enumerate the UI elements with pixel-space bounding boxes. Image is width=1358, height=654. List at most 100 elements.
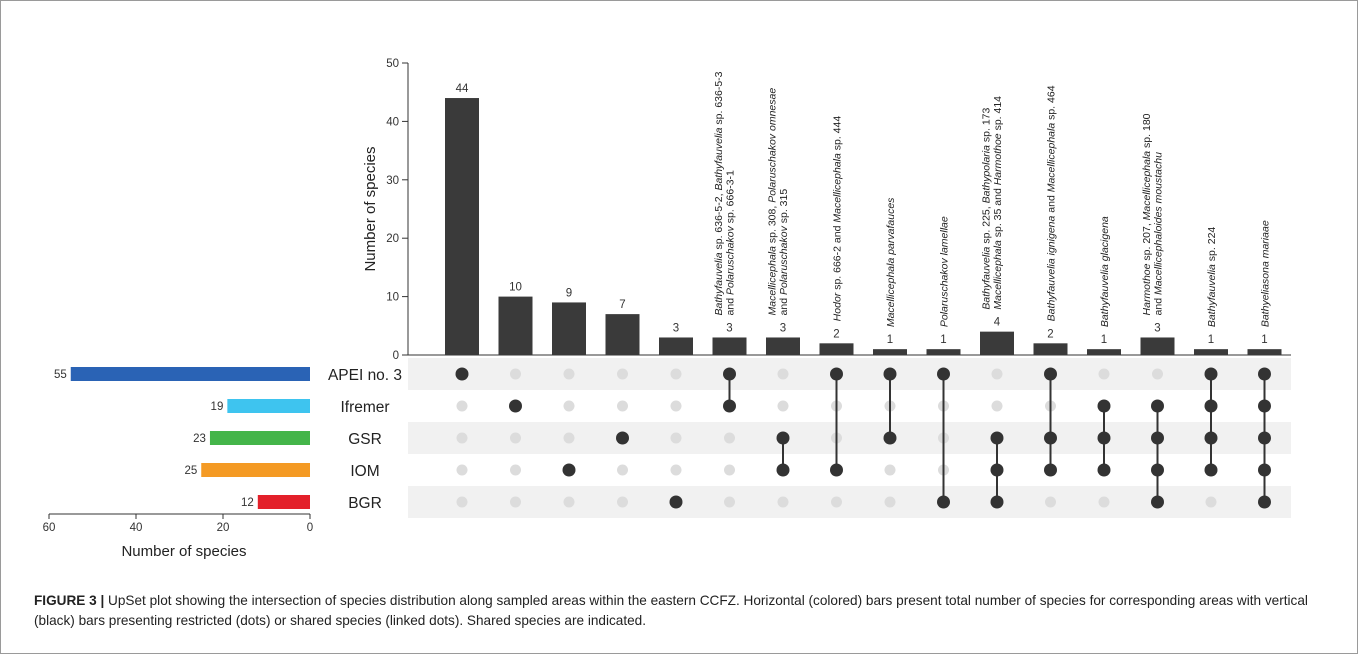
annotation-segment: Bathypolaria: [981, 145, 993, 204]
matrix-dot-filled: [883, 431, 897, 445]
matrix-dot-empty: [777, 400, 789, 412]
matrix-dot-empty: [1045, 496, 1056, 508]
set-size-bar: [257, 495, 310, 509]
matrix-dot-empty: [1098, 368, 1110, 380]
matrix-dot-empty: [563, 496, 575, 508]
intersection-annotation-text: Bathyeliasona mariaae: [1260, 220, 1272, 327]
annotation-segment: Bathyfauvelia: [981, 246, 993, 309]
intersection-bar: [1033, 343, 1068, 355]
intersection-bar: [1247, 349, 1282, 355]
matrix-dot-empty: [617, 400, 628, 412]
annotation-segment: Bathyfauvelia: [713, 252, 725, 315]
intersection-bar-value-label: 4: [994, 317, 1001, 329]
matrix-dot-empty: [1152, 368, 1163, 380]
matrix-dot-empty: [617, 368, 628, 380]
annotation-segment: sp. 444: [832, 116, 844, 154]
matrix-dot-empty: [456, 496, 468, 508]
matrix-dot-filled: [1151, 463, 1164, 477]
matrix-dot-empty: [510, 464, 521, 476]
matrix-dot-filled: [1204, 463, 1218, 477]
set-label: BGR: [348, 495, 382, 512]
annotation-segment: Polaruschakov omnesae: [767, 88, 779, 203]
annotation-segment: sp. 180: [1141, 113, 1153, 151]
set-size-bar: [227, 399, 310, 413]
matrix-dot-filled: [1044, 367, 1057, 381]
matrix-row-stripe: [408, 358, 1291, 390]
intersection-bar-value-label: 1: [1261, 334, 1267, 346]
set-size-bar: [209, 431, 310, 445]
matrix-dot-filled: [1204, 367, 1218, 381]
intersection-bar-value-label: 7: [619, 299, 625, 311]
matrix-dot-filled: [1258, 495, 1271, 509]
intersection-annotation-text: Bathyfauvelia sp. 225, Bathypolaria sp. …: [981, 107, 993, 309]
y-tick-label: 10: [386, 292, 399, 304]
intersection-annotation-text: Macellicephala sp. 308, Polaruschakov om…: [767, 88, 779, 316]
matrix-dot-filled: [830, 367, 843, 381]
intersection-bar-value-label: 2: [833, 328, 839, 340]
matrix-dot-filled: [937, 495, 950, 509]
matrix-dot-filled: [1151, 399, 1164, 413]
set-size-value-label: 12: [241, 497, 254, 509]
annotation-segment: Macellicephala: [992, 240, 1004, 310]
annotation-segment: and: [778, 295, 790, 315]
matrix-dot-filled: [1097, 399, 1111, 413]
intersection-bar: [1087, 349, 1121, 355]
intersection-bar-value-label: 10: [509, 282, 522, 294]
matrix-dot-filled: [1097, 463, 1111, 477]
intersection-annotation-text: and Polaruschakov sp. 315: [778, 189, 790, 316]
annotation-segment: Macellicephala: [832, 153, 844, 223]
intersection-bar-value-label: 1: [1101, 334, 1107, 346]
matrix-dot-filled: [669, 495, 683, 509]
annotation-segment: sp. 35 and: [992, 185, 1004, 240]
set-size-axis-label: Number of species: [121, 543, 246, 560]
matrix-dot-filled: [509, 399, 522, 413]
y-axis-label: Number of species: [362, 146, 379, 271]
intersection-annotation-text: and Polaruschakov sp. 666-3-1: [725, 170, 737, 316]
matrix-dot-empty: [1205, 496, 1217, 508]
matrix-dot-filled: [830, 463, 843, 477]
y-tick-label: 40: [386, 116, 399, 128]
annotation-segment: sp. 308,: [767, 203, 779, 246]
annotation-segment: Hodor: [832, 292, 844, 321]
matrix-dot-filled: [1044, 431, 1057, 445]
matrix-dot-filled: [1097, 431, 1111, 445]
figure-label: FIGURE 3 |: [34, 593, 105, 608]
intersection-bar-value-label: 1: [940, 334, 946, 346]
figure-caption: FIGURE 3 | UpSet plot showing the inters…: [34, 591, 1334, 631]
annotation-segment: Bathyfauvelia glacigena: [1099, 216, 1111, 327]
annotation-segment: sp. 636-5-3: [713, 71, 725, 127]
matrix-dot-filled: [1258, 367, 1271, 381]
annotation-segment: and: [1153, 295, 1165, 315]
intersection-bar-value-label: 9: [566, 287, 572, 299]
set-size-value-label: 55: [54, 369, 67, 381]
matrix-dot-empty: [1098, 496, 1110, 508]
set-size-tick-label: 20: [217, 522, 230, 534]
set-label: IOM: [350, 463, 379, 480]
intersection-bar-value-label: 2: [1047, 328, 1053, 340]
annotation-segment: sp. 666-2 and: [832, 223, 844, 293]
y-tick-label: 0: [393, 350, 399, 362]
annotation-segment: sp. 315: [778, 189, 790, 227]
set-label: APEI no. 3: [328, 367, 402, 384]
matrix-dot-empty: [670, 464, 682, 476]
matrix-dot-filled: [990, 431, 1004, 445]
matrix-dot-empty: [724, 496, 735, 508]
annotation-segment: Bathyeliasona mariaae: [1260, 220, 1272, 327]
matrix-dot-filled: [776, 431, 790, 445]
intersection-annotation-text: and Macellicephaloides moustachu: [1153, 152, 1165, 316]
intersection-annotation-text: Bathyfauvelia sp. 224: [1206, 227, 1218, 328]
matrix-dot-empty: [617, 496, 628, 508]
matrix-dot-filled: [937, 367, 950, 381]
set-size-bar: [70, 367, 310, 381]
matrix-dot-empty: [456, 400, 468, 412]
intersection-bar: [552, 302, 586, 355]
matrix-dot-filled: [562, 463, 576, 477]
annotation-segment: sp. 207,: [1141, 220, 1153, 263]
matrix-dot-empty: [563, 400, 575, 412]
annotation-segment: Macellicephala: [1046, 123, 1058, 193]
matrix-dot-empty: [563, 368, 575, 380]
matrix-dot-empty: [991, 368, 1003, 380]
set-size-tick-label: 60: [43, 522, 56, 534]
y-tick-label: 30: [386, 175, 399, 187]
